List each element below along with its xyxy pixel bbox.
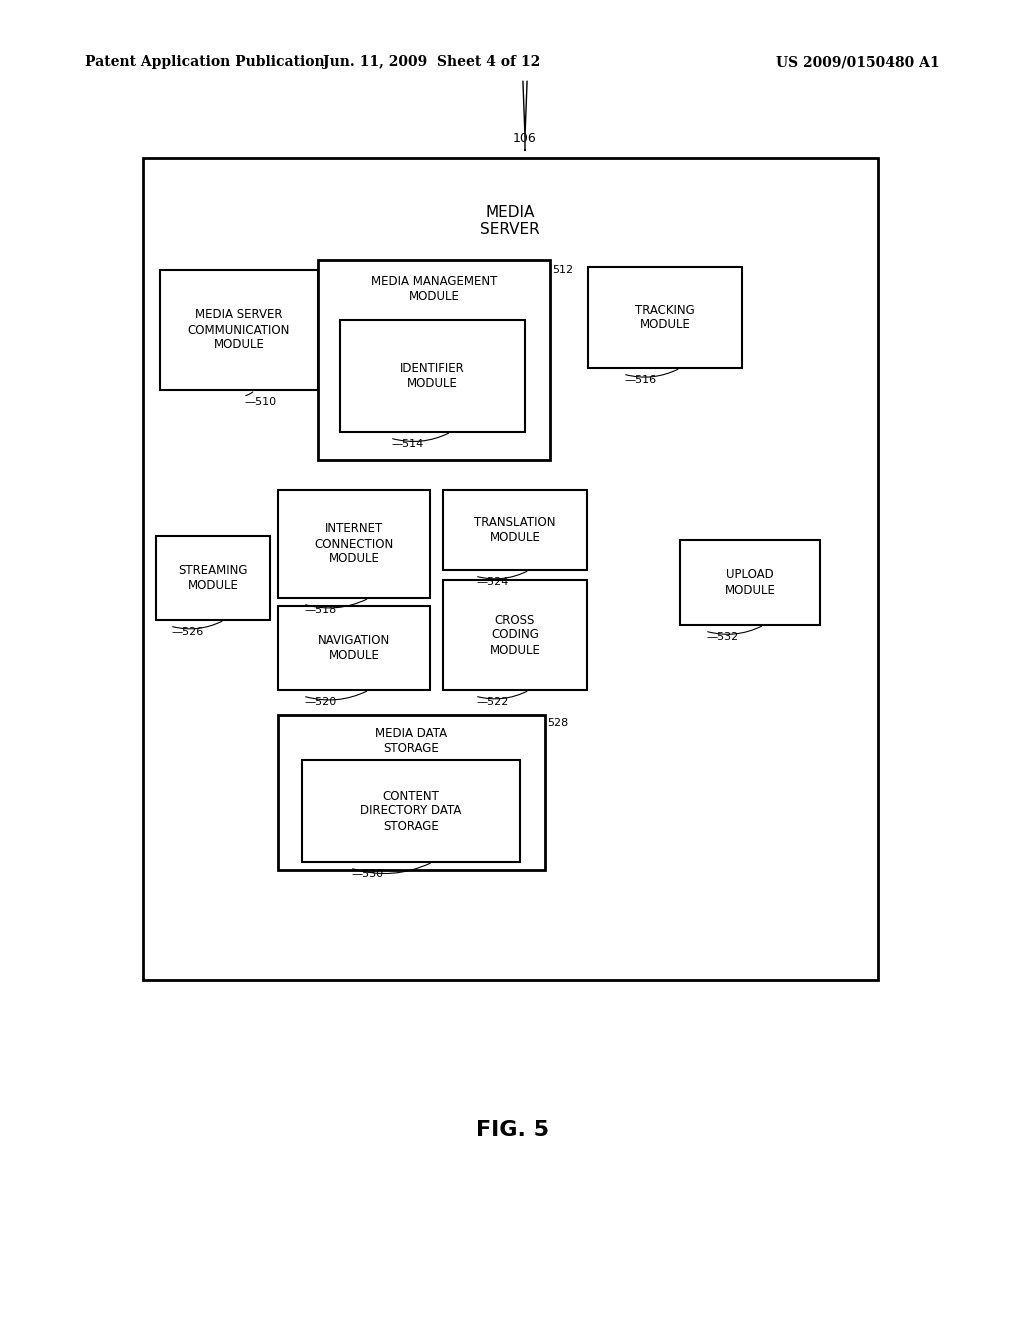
Text: MEDIA DATA
STORAGE: MEDIA DATA STORAGE <box>376 727 447 755</box>
Bar <box>318 260 550 459</box>
Text: CONTENT
DIRECTORY DATA
STORAGE: CONTENT DIRECTORY DATA STORAGE <box>360 789 462 833</box>
Text: MEDIA
SERVER: MEDIA SERVER <box>480 205 540 238</box>
Text: TRACKING
MODULE: TRACKING MODULE <box>635 304 695 331</box>
Text: —520: —520 <box>304 697 336 708</box>
Text: —524: —524 <box>476 577 508 587</box>
Text: CROSS
CODING
MODULE: CROSS CODING MODULE <box>489 614 541 656</box>
Text: —530: —530 <box>351 869 383 879</box>
Text: IDENTIFIER
MODULE: IDENTIFIER MODULE <box>400 362 465 389</box>
Text: 106: 106 <box>513 132 537 145</box>
Text: MEDIA SERVER
COMMUNICATION
MODULE: MEDIA SERVER COMMUNICATION MODULE <box>187 309 290 351</box>
Text: TRANSLATION
MODULE: TRANSLATION MODULE <box>474 516 556 544</box>
Text: —514: —514 <box>391 440 423 449</box>
Text: 512: 512 <box>552 265 573 275</box>
Text: US 2009/0150480 A1: US 2009/0150480 A1 <box>776 55 940 69</box>
Text: —516: —516 <box>624 375 656 385</box>
Text: NAVIGATION
MODULE: NAVIGATION MODULE <box>317 634 390 663</box>
Bar <box>588 267 742 368</box>
Bar <box>443 579 587 690</box>
Bar <box>278 715 545 870</box>
Text: INTERNET
CONNECTION
MODULE: INTERNET CONNECTION MODULE <box>314 523 393 565</box>
Text: —532: —532 <box>706 632 738 642</box>
Text: UPLOAD
MODULE: UPLOAD MODULE <box>725 569 775 597</box>
Bar <box>278 606 430 690</box>
Text: Patent Application Publication: Patent Application Publication <box>85 55 325 69</box>
Text: Jun. 11, 2009  Sheet 4 of 12: Jun. 11, 2009 Sheet 4 of 12 <box>324 55 541 69</box>
Text: FIG. 5: FIG. 5 <box>475 1119 549 1140</box>
Text: 528: 528 <box>547 718 568 729</box>
Bar <box>302 760 520 862</box>
Bar <box>443 490 587 570</box>
Text: —522: —522 <box>476 697 508 708</box>
Bar <box>156 536 270 620</box>
Bar <box>278 490 430 598</box>
Bar <box>680 540 820 624</box>
Text: STREAMING
MODULE: STREAMING MODULE <box>178 564 248 591</box>
Bar <box>143 158 878 979</box>
Bar <box>160 271 318 389</box>
Text: —518: —518 <box>304 605 336 615</box>
Text: —510: —510 <box>244 397 276 407</box>
Text: MEDIA MANAGEMENT
MODULE: MEDIA MANAGEMENT MODULE <box>371 275 498 304</box>
Text: —526: —526 <box>171 627 203 638</box>
Bar <box>340 319 525 432</box>
